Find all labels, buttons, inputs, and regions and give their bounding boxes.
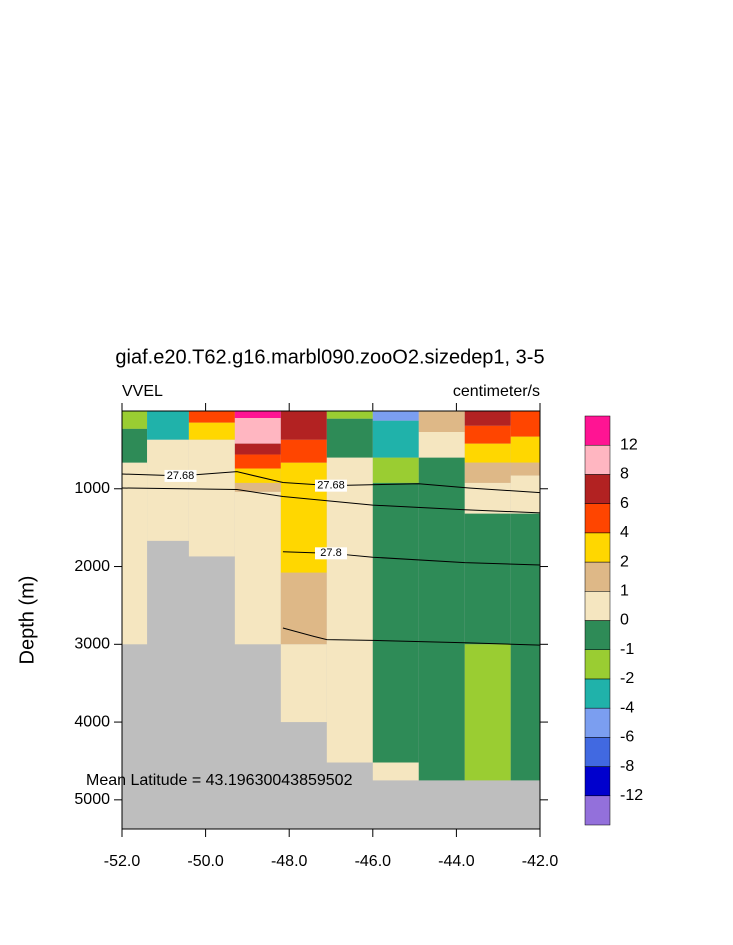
- cell: [147, 411, 189, 440]
- cell: [372, 762, 419, 781]
- cell: [510, 436, 540, 463]
- cell: [326, 418, 373, 458]
- colorbar-label: 12: [620, 436, 638, 453]
- colorbar-label: 1: [620, 583, 629, 600]
- y-tick-label: 1000: [74, 480, 110, 497]
- colorbar-box: [584, 620, 611, 650]
- colorbar-label: 2: [620, 553, 629, 570]
- cell: [280, 644, 327, 723]
- contour-label-bg: [164, 469, 197, 482]
- colorbar-label: -8: [620, 758, 634, 775]
- x-tick-label: -48.0: [271, 853, 308, 870]
- cell: [326, 457, 373, 763]
- colorbar-box: [584, 474, 611, 504]
- y-tick-label: 3000: [74, 636, 110, 653]
- annotation: Mean Latitude = 43.19630043859502: [86, 772, 353, 789]
- colorbar-box: [584, 795, 611, 826]
- colorbar-label: 6: [620, 495, 629, 512]
- cell: [464, 462, 511, 483]
- cell: [464, 482, 511, 514]
- cell: [234, 454, 281, 469]
- contour-label-bg: [315, 479, 347, 492]
- colorbar-label: -2: [620, 670, 634, 687]
- cell: [326, 411, 373, 419]
- cell: [510, 411, 540, 437]
- colorbar-label: 4: [620, 524, 629, 541]
- cell: [234, 482, 281, 492]
- plot-frame: [121, 410, 541, 830]
- cell: [122, 462, 148, 645]
- colorbar-box: [584, 737, 611, 767]
- cell: [510, 513, 540, 781]
- chart-title: giaf.e20.T62.g16.marbl090.zooO2.sizedep1…: [115, 346, 544, 368]
- colorbar-label: -12: [620, 787, 643, 804]
- y-axis-label: Depth (m): [16, 576, 38, 665]
- x-tick-label: -42.0: [522, 853, 559, 870]
- units-label: centimeter/s: [453, 383, 540, 400]
- cell: [122, 428, 148, 463]
- colorbar-box: [584, 503, 611, 534]
- cell: [464, 513, 511, 645]
- colorbar-box: [584, 532, 611, 563]
- contour-label: 27.8: [320, 547, 341, 559]
- colorbar-box: [584, 766, 611, 797]
- x-tick-label: -46.0: [355, 853, 392, 870]
- cell: [510, 475, 540, 514]
- x-tick-label: -44.0: [438, 853, 475, 870]
- y-tick-label: 4000: [74, 713, 110, 730]
- colorbar-label: -4: [620, 699, 634, 716]
- contour-label: 27.68: [167, 470, 195, 482]
- cell: [510, 462, 540, 476]
- cell: [418, 411, 465, 432]
- cell: [280, 411, 327, 440]
- cell: [234, 411, 281, 418]
- cell: [418, 431, 465, 458]
- colorbar-box: [584, 561, 611, 592]
- contour-label: 27.68: [317, 480, 345, 492]
- cell: [372, 411, 419, 421]
- colorbar-label: 8: [620, 466, 629, 483]
- colorbar-box: [584, 591, 611, 621]
- colorbar-box: [584, 678, 611, 709]
- cell: [464, 443, 511, 463]
- x-tick-label: -52.0: [104, 853, 141, 870]
- cell: [372, 420, 419, 458]
- colorbar-label: -1: [620, 641, 634, 658]
- cell: [280, 572, 327, 645]
- colorbar-box: [584, 444, 611, 475]
- cell: [234, 417, 281, 444]
- cell: [418, 457, 465, 781]
- contour-line: [282, 551, 541, 566]
- variable-label: VVEL: [122, 383, 163, 400]
- cell: [234, 443, 281, 455]
- cell: [188, 411, 235, 423]
- cell: [372, 457, 419, 483]
- cell: [122, 411, 148, 429]
- cell: [147, 439, 189, 541]
- colorbar-label: 0: [620, 612, 629, 629]
- colorbar-box: [584, 649, 611, 680]
- cell: [188, 422, 235, 440]
- y-tick-label: 5000: [74, 791, 110, 808]
- cell: [464, 425, 511, 444]
- contour-line: [121, 487, 541, 514]
- colorbar-label: -6: [620, 729, 634, 746]
- cell: [372, 482, 419, 763]
- colorbar-box: [584, 415, 611, 446]
- colorbar-box: [584, 707, 611, 738]
- contour-line: [282, 627, 541, 646]
- cell: [188, 439, 235, 557]
- cell: [280, 439, 327, 463]
- cell: [464, 411, 511, 426]
- y-tick-label: 2000: [74, 558, 110, 575]
- contour-label-bg: [315, 547, 347, 560]
- x-tick-label: -50.0: [187, 853, 224, 870]
- cell: [234, 491, 281, 645]
- cell: [464, 644, 511, 781]
